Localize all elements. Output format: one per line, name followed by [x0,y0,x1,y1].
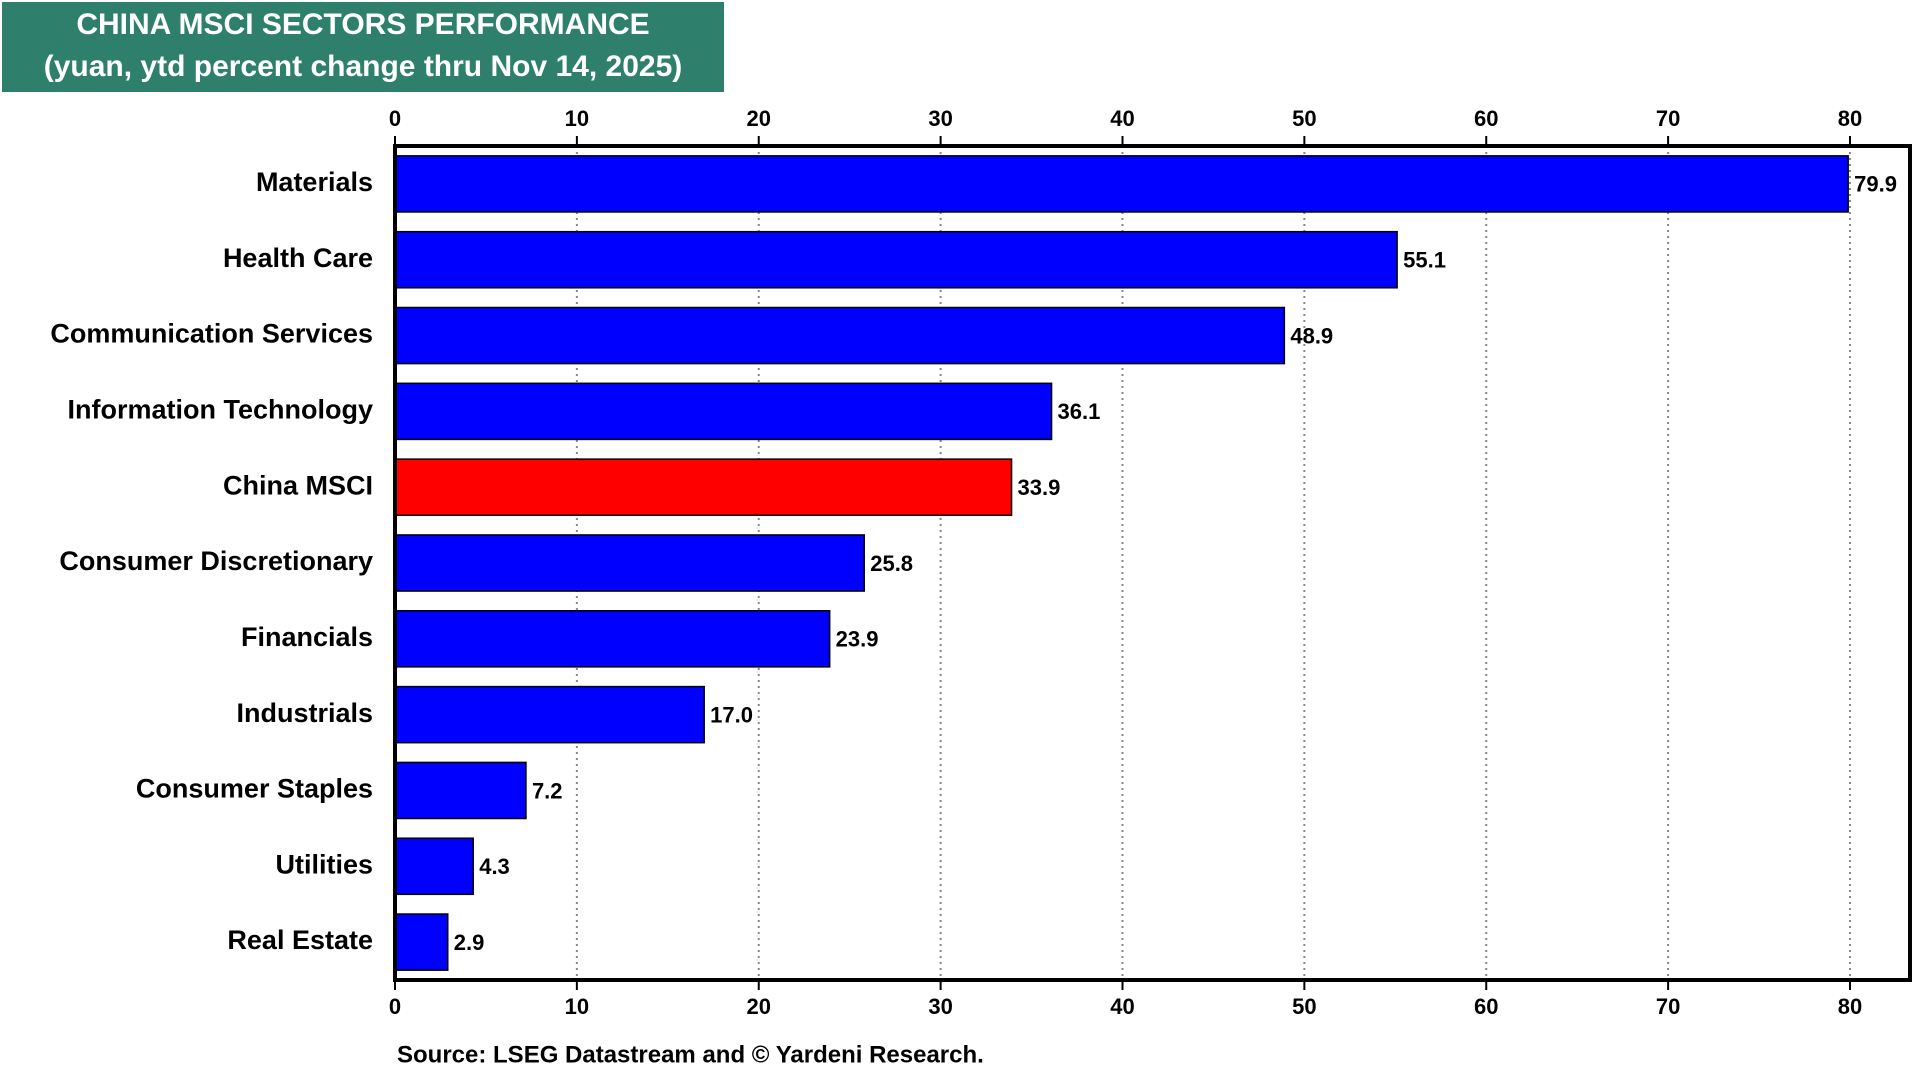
x-tick-label: 80 [1838,106,1862,131]
bar [394,230,1398,289]
bar [394,685,705,744]
bar [394,761,527,820]
bar [394,155,1849,213]
x-tick-label: 30 [928,994,952,1019]
bar [394,306,1286,365]
value-label: 25.8 [870,551,913,576]
x-tick-label: 30 [928,106,952,131]
y-tick-label: China MSCI [223,470,373,500]
value-label: 33.9 [1018,475,1061,500]
y-tick-label: Communication Services [50,319,373,349]
value-label: 48.9 [1290,323,1333,348]
bar [394,458,1013,516]
value-label: 79.9 [1854,172,1897,197]
x-tick-label: 0 [389,106,401,131]
x-tick-label: 20 [747,994,771,1019]
bar [394,837,474,896]
x-tick-label: 10 [565,106,589,131]
chart-subtitle: (yuan, ytd percent change thru Nov 14, 2… [44,50,683,83]
bar [394,534,865,592]
value-label: 4.3 [479,854,510,879]
y-tick-label: Consumer Discretionary [59,546,373,576]
y-tick-label: Materials [256,167,373,197]
bar [394,610,831,668]
x-tick-label: 40 [1110,994,1134,1019]
value-label: 55.1 [1403,248,1446,273]
x-tick-label: 50 [1292,106,1316,131]
x-tick-label: 10 [565,994,589,1019]
source-note: Source: LSEG Datastream and © Yardeni Re… [397,1041,984,1068]
y-tick-label: Real Estate [227,925,373,955]
x-tick-label: 0 [389,994,401,1019]
value-label: 7.2 [532,778,563,803]
x-tick-label: 20 [747,106,771,131]
y-tick-label: Utilities [275,849,373,879]
bar [394,382,1053,441]
x-tick-label: 80 [1838,994,1862,1019]
bar [394,913,449,971]
y-tick-label: Financials [241,622,373,652]
y-tick-label: Health Care [223,243,373,273]
x-tick-label: 70 [1656,106,1680,131]
x-tick-label: 50 [1292,994,1316,1019]
title-box [2,2,724,92]
y-tick-label: Industrials [236,698,373,728]
x-tick-label: 60 [1474,106,1498,131]
value-label: 36.1 [1058,399,1101,424]
value-label: 17.0 [710,702,753,727]
value-label: 23.9 [836,627,879,652]
y-tick-label: Information Technology [68,394,374,424]
x-tick-label: 60 [1474,994,1498,1019]
plot-frame [393,144,1912,982]
x-tick-label: 70 [1656,994,1680,1019]
x-tick-label: 40 [1110,106,1134,131]
chart-title: CHINA MSCI SECTORS PERFORMANCE [76,8,649,41]
y-tick-label: Consumer Staples [136,774,373,804]
value-label: 2.9 [454,930,485,955]
